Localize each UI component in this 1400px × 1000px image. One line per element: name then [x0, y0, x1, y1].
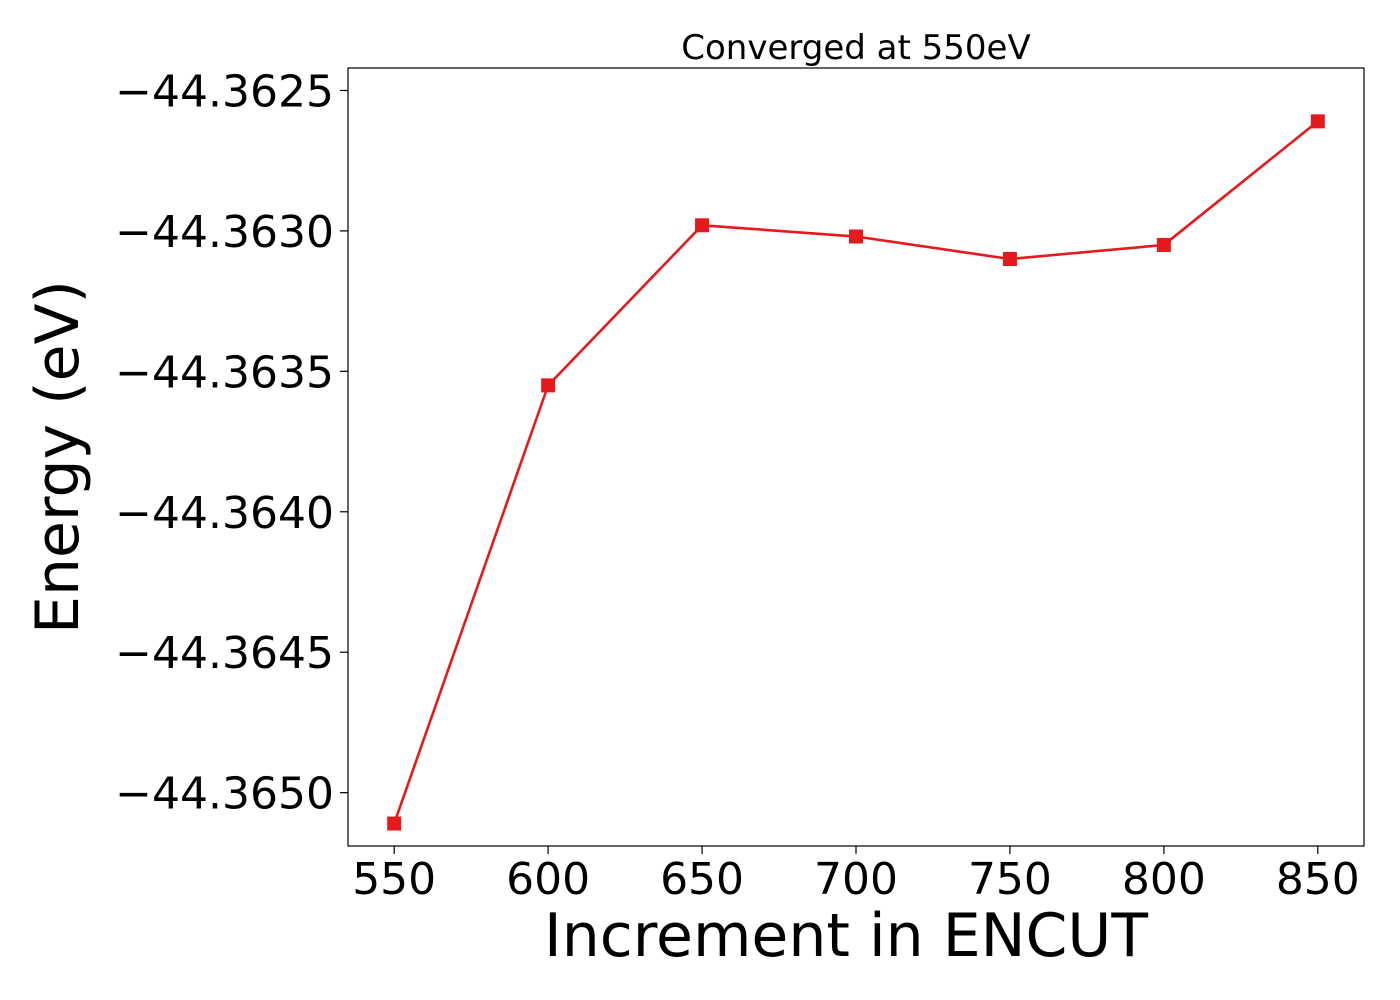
y-tick-label: −44.3645 — [115, 628, 334, 679]
y-axis-label: Energy (eV) — [23, 280, 93, 634]
data-point-marker — [1002, 251, 1017, 266]
chart-title: Converged at 550eV — [681, 28, 1030, 68]
x-tick-label: 700 — [814, 854, 898, 905]
y-axis-ticks: −44.3625 −44.3630 −44.3635 −44.3640 −44.3645… — [115, 66, 348, 820]
y-tick-label: −44.3635 — [115, 347, 334, 398]
data-point-marker — [1156, 237, 1171, 252]
y-tick-label: −44.3630 — [115, 207, 334, 258]
x-tick-label: 550 — [352, 854, 436, 905]
x-axis-label: Increment in ENCUT — [544, 901, 1148, 971]
x-tick-label: 650 — [660, 854, 744, 905]
x-tick-label: 850 — [1276, 854, 1360, 905]
x-tick-label: 600 — [506, 854, 590, 905]
y-tick-label: −44.3650 — [115, 769, 334, 820]
y-tick-label: −44.3640 — [115, 488, 334, 539]
data-point-marker — [387, 816, 402, 831]
data-point-marker — [541, 378, 556, 393]
data-point-marker — [1310, 114, 1325, 129]
plot-area — [387, 114, 1325, 831]
data-point-marker — [849, 229, 863, 244]
data-point-marker — [695, 218, 710, 233]
y-tick-label: −44.3625 — [115, 66, 334, 117]
x-axis-ticks: 550 600 650 700 750 800 850 — [352, 846, 1360, 905]
x-tick-label: 750 — [968, 854, 1052, 905]
x-tick-label: 800 — [1122, 854, 1206, 905]
